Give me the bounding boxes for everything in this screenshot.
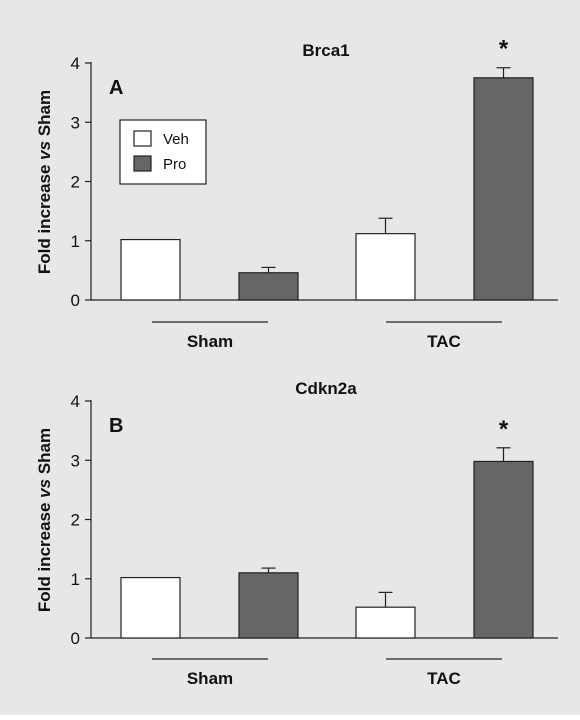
panel-a-tac-pro-bar	[473, 77, 534, 301]
y-axis-label-part: vs	[35, 479, 54, 498]
panel-b-title: Cdkn2a	[295, 379, 357, 398]
panel-a-y-tick-label: 3	[71, 113, 80, 132]
panel-a-y-tick-label: 0	[71, 291, 80, 310]
panel-a-y-axis-label: Fold increase vs Sham	[35, 90, 54, 274]
panel-a-sham-veh-bar	[120, 238, 181, 301]
panel-b-letter: B	[109, 415, 123, 437]
panel-b-tac-pro-bar	[473, 460, 534, 639]
panel-a-y-tick-label: 1	[71, 232, 80, 251]
y-axis-label-part: Sham	[35, 90, 54, 141]
panel-b-tac-veh-bar	[355, 606, 416, 639]
panel-a-y-tick-label: 4	[71, 54, 80, 73]
panel-a-tac-veh-bar	[355, 233, 416, 301]
panel-b-group-label-sham: Sham	[187, 669, 233, 688]
legend-swatch-veh	[133, 130, 152, 147]
panel-b-y-tick-label: 0	[71, 629, 80, 648]
panel-a-group-label-sham: Sham	[187, 332, 233, 351]
panel-b-y-axis-label: Fold increase vs Sham	[35, 428, 54, 612]
panel-b-sham-veh-bar	[120, 576, 181, 639]
panel-a-significance-star: *	[499, 36, 509, 63]
legend-box	[119, 119, 207, 185]
panel-b-significance-star: *	[499, 416, 509, 443]
legend-label-veh: Veh	[163, 131, 189, 148]
legend-swatch-pro	[133, 155, 152, 172]
panel-b-group-label-tac: TAC	[427, 669, 461, 688]
panel-b-y-tick-label: 3	[71, 451, 80, 470]
panel-a-group-label-tac: TAC	[427, 332, 461, 351]
panel-a: Brca1 A Fold increase vs Sham 0 1 2 3 4 Sham TAC *…	[35, 36, 558, 351]
panel-b-y-tick-label: 2	[71, 511, 80, 530]
y-axis-label-part: Fold increase	[35, 160, 54, 274]
panel-b-sham-pro-bar	[238, 572, 299, 639]
panel-b-y-tick-label: 4	[71, 392, 80, 411]
y-axis-label-part: Fold increase	[35, 498, 54, 612]
panel-a-letter: A	[109, 77, 123, 99]
y-axis-label-part: Sham	[35, 428, 54, 479]
panel-a-legend: Veh Pro	[119, 119, 207, 185]
panel-a-sham-pro-bar	[238, 272, 299, 301]
y-axis-label-part: vs	[35, 141, 54, 160]
legend-label-pro: Pro	[163, 156, 186, 173]
panel-b-y-tick-label: 1	[71, 570, 80, 589]
panel-a-y-tick-label: 2	[71, 173, 80, 192]
panel-a-title: Brca1	[302, 41, 349, 60]
panel-b: Cdkn2a B Fold increase vs Sham 0 1 2 3 4 Sham TAC…	[35, 379, 558, 688]
